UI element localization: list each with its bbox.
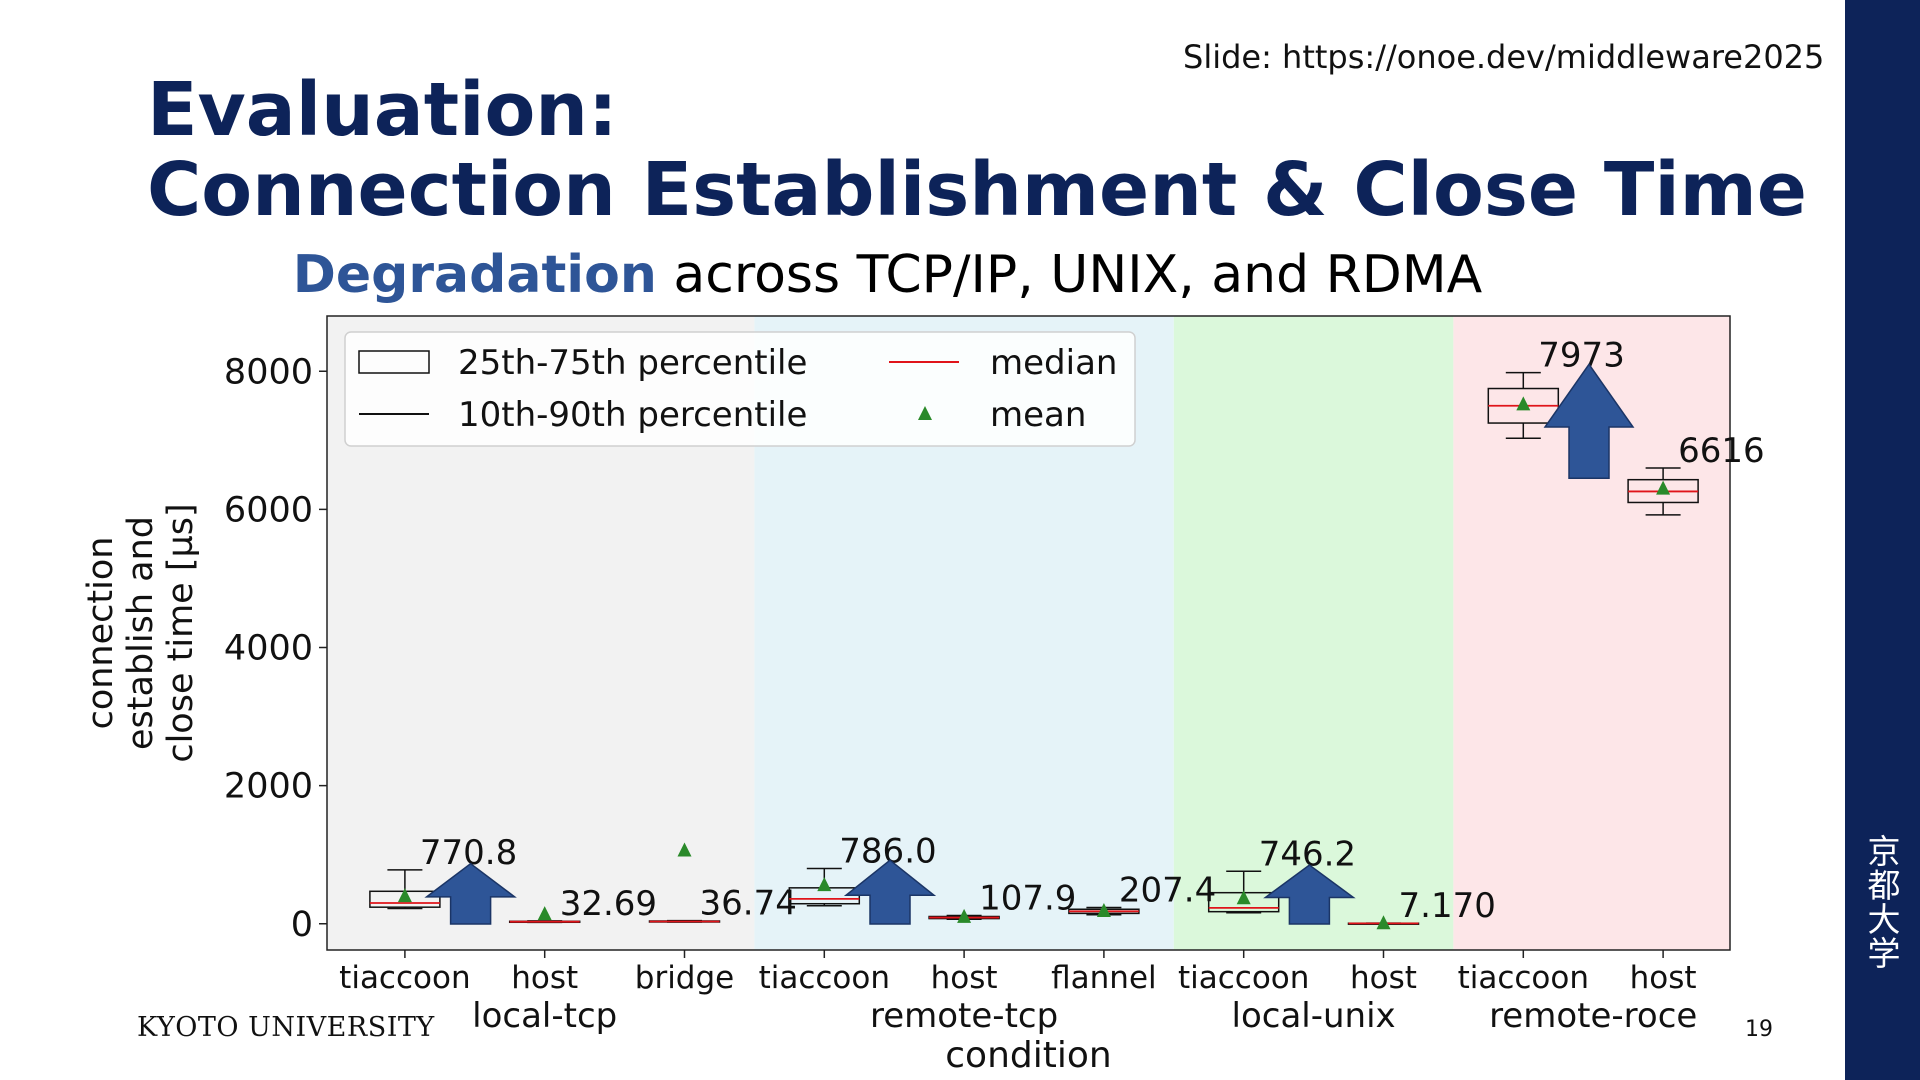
degradation-arrow bbox=[1263, 864, 1356, 925]
value-annotation: 6616 bbox=[1678, 431, 1765, 471]
legend-label: median bbox=[990, 343, 1117, 383]
x-tick-label: host bbox=[1630, 960, 1697, 996]
mean-marker bbox=[817, 877, 832, 892]
mean-marker bbox=[537, 906, 552, 921]
degradation-arrow bbox=[843, 859, 937, 925]
y-axis-label-line: connection bbox=[81, 537, 121, 730]
subtitle-highlight: Degradation bbox=[292, 245, 657, 305]
group-background bbox=[1173, 316, 1454, 950]
x-axis-label: condition bbox=[945, 1035, 1111, 1076]
mean-marker bbox=[1376, 915, 1391, 930]
x-tick-label: bridge bbox=[635, 960, 734, 996]
title-line-2: Connection Establishment & Close Time bbox=[147, 147, 1807, 233]
brand-sidebar bbox=[1845, 0, 1920, 1080]
x-tick-label: tiaccoon bbox=[759, 960, 890, 996]
kyoto-university-kanji-logo: 京 都 大 学 bbox=[1862, 835, 1906, 971]
y-axis-label-line: establish and bbox=[121, 516, 161, 750]
x-tick-label: flannel bbox=[1051, 960, 1157, 996]
mean-marker bbox=[1656, 480, 1671, 495]
kanji-char: 都 bbox=[1867, 866, 1901, 905]
x-tick-label: host bbox=[931, 960, 998, 996]
value-annotation: 36.74 bbox=[700, 884, 797, 924]
legend-box bbox=[344, 331, 1136, 447]
degradation-arrow bbox=[424, 862, 517, 925]
group-label: remote-tcp bbox=[870, 996, 1058, 1036]
x-tick-label: tiaccoon bbox=[339, 960, 470, 996]
legend-label: 10th-90th percentile bbox=[458, 395, 807, 435]
mean-marker bbox=[1096, 902, 1111, 917]
mean-marker bbox=[677, 842, 692, 857]
group-label: local-unix bbox=[1232, 996, 1396, 1036]
plot-frame bbox=[326, 315, 1731, 951]
value-annotation: 107.9 bbox=[979, 878, 1076, 918]
degradation-arrow bbox=[1543, 363, 1635, 480]
subtitle-rest: across TCP/IP, UNIX, and RDMA bbox=[656, 245, 1483, 305]
value-annotation: 7.170 bbox=[1399, 886, 1496, 926]
legend-box-swatch bbox=[358, 350, 430, 374]
y-tick-label: 2000 bbox=[224, 767, 313, 807]
y-tick-label: 6000 bbox=[224, 490, 313, 530]
legend-label: mean bbox=[990, 395, 1086, 435]
mean-marker bbox=[1236, 890, 1251, 905]
mean-marker bbox=[397, 888, 412, 903]
slide-subtitle: Degradation across TCP/IP, UNIX, and RDM… bbox=[0, 245, 1775, 305]
kanji-char: 学 bbox=[1867, 934, 1901, 973]
kanji-char: 京 bbox=[1867, 832, 1901, 871]
x-tick-label: host bbox=[511, 960, 578, 996]
group-label: local-tcp bbox=[472, 996, 617, 1036]
x-tick-label: tiaccoon bbox=[1458, 960, 1589, 996]
y-tick-label: 0 bbox=[291, 905, 313, 945]
slide-title: Evaluation: Connection Establishment & C… bbox=[147, 70, 1807, 230]
kyoto-university-logo: KYOTO UNIVERSITY bbox=[137, 1012, 435, 1043]
value-annotation: 207.4 bbox=[1119, 871, 1216, 911]
page-number: 19 bbox=[1745, 1017, 1773, 1042]
legend-label: 25th-75th percentile bbox=[458, 343, 807, 383]
group-label: remote-roce bbox=[1489, 996, 1697, 1036]
box-plot-chart: 0 2000 4000 6000 8000 connection establish and… bbox=[81, 315, 1765, 1076]
x-tick-label: host bbox=[1350, 960, 1417, 996]
mean-marker bbox=[957, 908, 972, 923]
x-tick-label: tiaccoon bbox=[1178, 960, 1309, 996]
y-tick-label: 8000 bbox=[224, 352, 313, 392]
legend-mean-swatch bbox=[918, 406, 932, 420]
kanji-char: 大 bbox=[1867, 900, 1901, 939]
value-annotation: 7973 bbox=[1538, 336, 1625, 376]
title-line-1: Evaluation: bbox=[147, 67, 618, 153]
y-tick-label: 4000 bbox=[224, 629, 313, 669]
mean-marker bbox=[1516, 396, 1531, 411]
value-annotation: 32.69 bbox=[560, 884, 657, 924]
y-axis-label-line: close time [µs] bbox=[161, 503, 201, 762]
slide-url-label: Slide: https://onoe.dev/middleware2025 bbox=[1183, 38, 1825, 76]
